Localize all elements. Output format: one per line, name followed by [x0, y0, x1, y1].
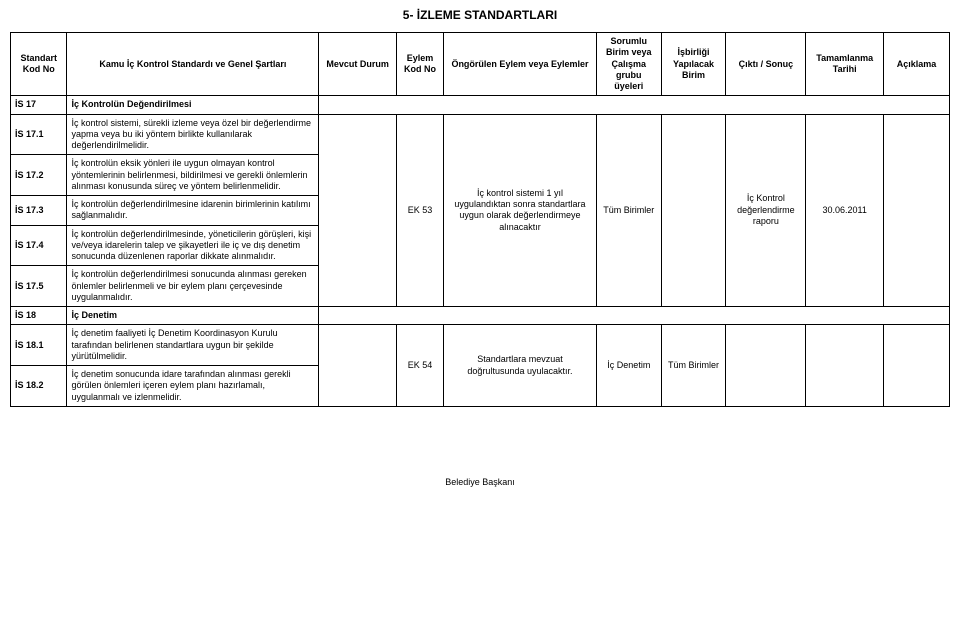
footer-text: Belediye Başkanı [10, 477, 950, 487]
is18-label: İç Denetim [67, 307, 319, 325]
is17-label: İç Kontrolün Değendirilmesi [67, 96, 319, 114]
col-header-eylemkod: Eylem Kod No [396, 33, 443, 96]
is17-cikti: İç Kontrol değerlendirme raporu [726, 114, 806, 307]
is17-3-code: İS 17.3 [11, 196, 67, 226]
is17-2-text: İç kontrolün eksik yönleri ile uygun olm… [67, 155, 319, 196]
is18-heading-blank [319, 307, 950, 325]
col-header-aciklama: Açıklama [884, 33, 950, 96]
is17-1-text: İç kontrol sistemi, sürekli izleme veya … [67, 114, 319, 155]
is17-code: İS 17 [11, 96, 67, 114]
is17-isbirligi [661, 114, 726, 307]
col-header-std: Kamu İç Kontrol Standardı ve Genel Şartl… [67, 33, 319, 96]
col-header-eylem: Öngörülen Eylem veya Eylemler [443, 33, 596, 96]
page-title: 5- İZLEME STANDARTLARI [10, 8, 950, 22]
is17-3-text: İç kontrolün değerlendirilmesine idareni… [67, 196, 319, 226]
is17-aciklama [884, 114, 950, 307]
is18-1-code: İS 18.1 [11, 325, 67, 366]
is18-isbirligi: Tüm Birimler [661, 325, 726, 407]
is17-1-code: İS 17.1 [11, 114, 67, 155]
is17-5-code: İS 17.5 [11, 266, 67, 307]
is18-ek: EK 54 [396, 325, 443, 407]
is17-ek: EK 53 [396, 114, 443, 307]
is17-heading-blank [319, 96, 950, 114]
col-header-tarih: Tamamlanma Tarihi [806, 33, 884, 96]
is17-2-code: İS 17.2 [11, 155, 67, 196]
standards-table: Standart Kod No Kamu İç Kontrol Standard… [10, 32, 950, 407]
is18-mevcut [319, 325, 397, 407]
is17-sorumlu: Tüm Birimler [596, 114, 661, 307]
is17-4-code: İS 17.4 [11, 225, 67, 266]
is18-2-code: İS 18.2 [11, 366, 67, 407]
is18-code: İS 18 [11, 307, 67, 325]
is18-1-text: İç denetim faaliyeti İç Denetim Koordina… [67, 325, 319, 366]
is18-cikti [726, 325, 806, 407]
col-header-sorumlu: Sorumlu Birim veya Çalışma grubu üyeleri [596, 33, 661, 96]
col-header-cikti: Çıktı / Sonuç [726, 33, 806, 96]
is18-tarih [806, 325, 884, 407]
col-header-isbirligi: İşbirliği Yapılacak Birim [661, 33, 726, 96]
col-header-mevcut: Mevcut Durum [319, 33, 397, 96]
is17-tarih: 30.06.2011 [806, 114, 884, 307]
is17-4-text: İç kontrolün değerlendirilmesinde, yönet… [67, 225, 319, 266]
is17-mevcut [319, 114, 397, 307]
is18-ongorulen: Standartlara mevzuat doğrultusunda uyula… [443, 325, 596, 407]
is18-2-text: İç denetim sonucunda idare tarafından al… [67, 366, 319, 407]
is18-sorumlu: İç Denetim [596, 325, 661, 407]
col-header-kod: Standart Kod No [11, 33, 67, 96]
is18-aciklama [884, 325, 950, 407]
is17-ongorulen: İç kontrol sistemi 1 yıl uygulandıktan s… [443, 114, 596, 307]
is17-5-text: İç kontrolün değerlendirilmesi sonucunda… [67, 266, 319, 307]
